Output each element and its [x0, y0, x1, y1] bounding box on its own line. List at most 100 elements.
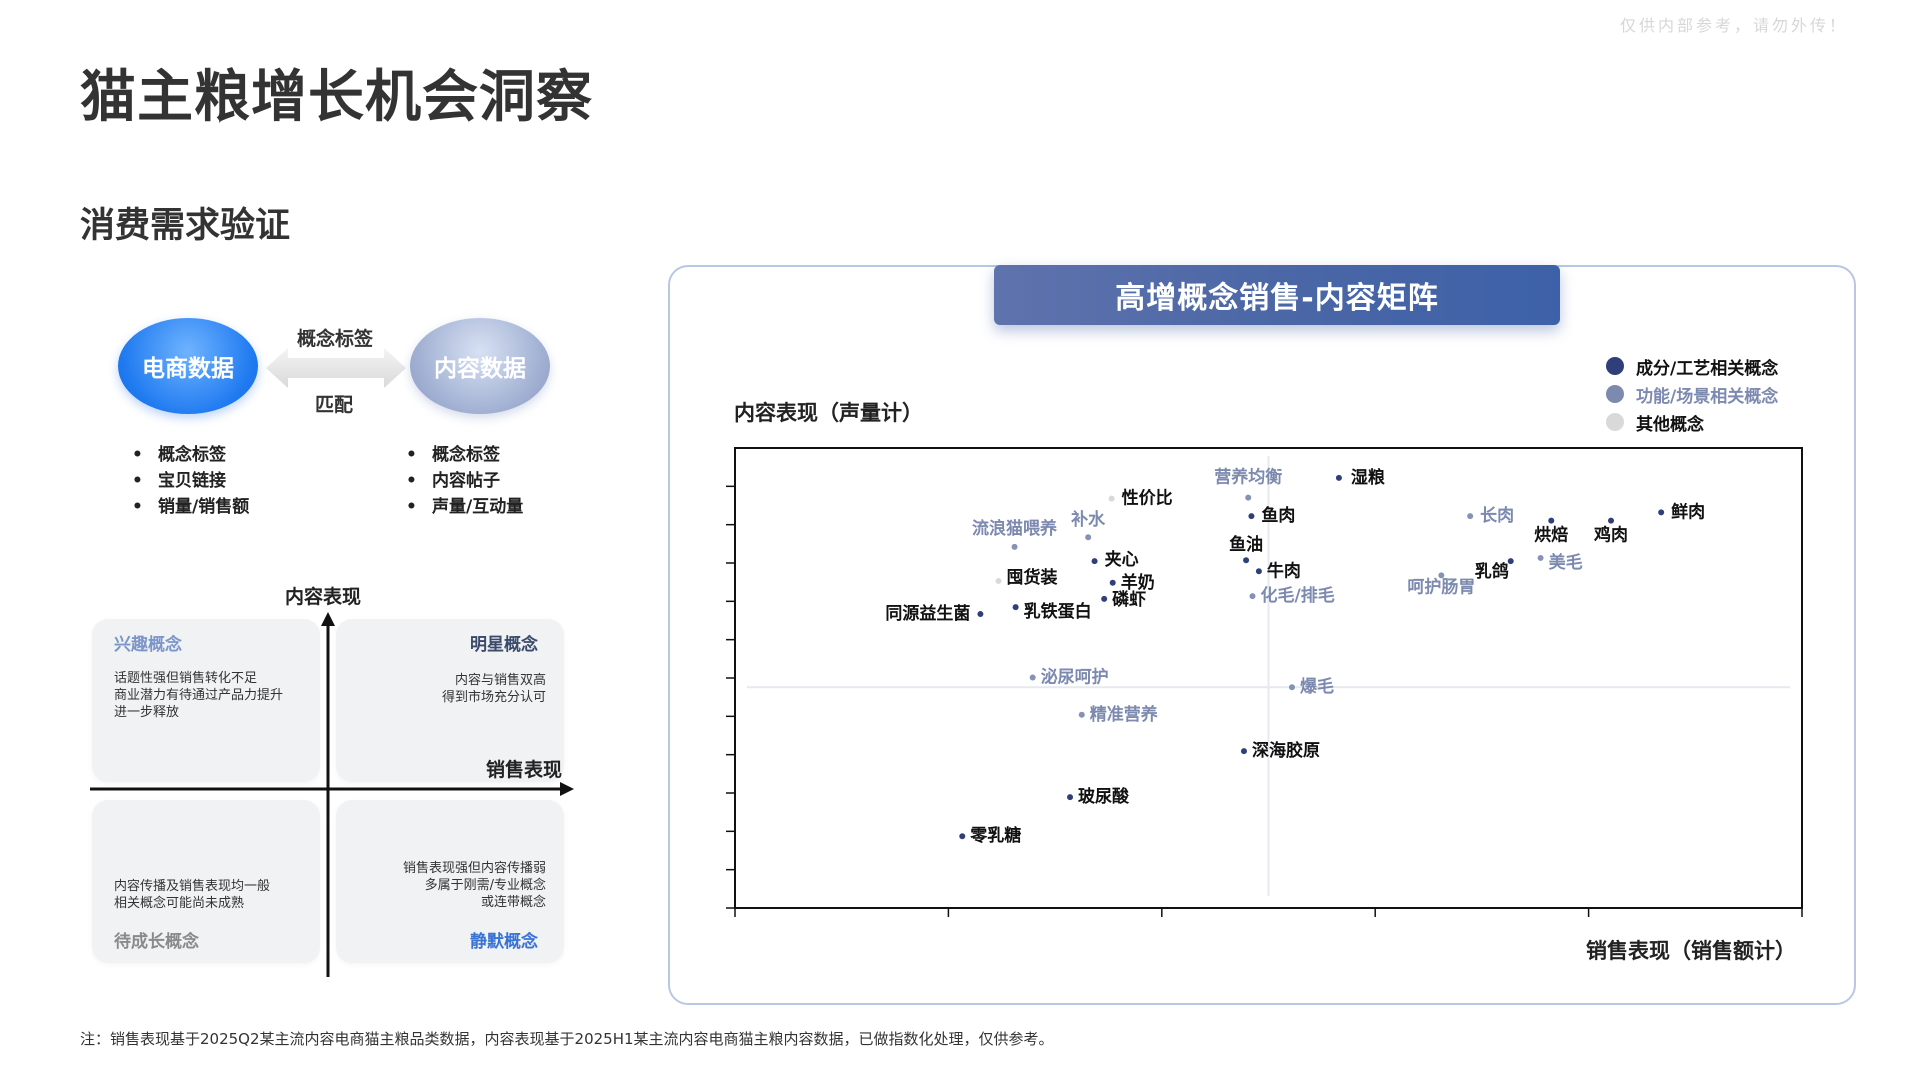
data-point	[1245, 494, 1252, 501]
legend-item-function: 功能/场景相关概念	[1606, 380, 1778, 408]
data-point	[1067, 794, 1074, 801]
chart-legend: 成分/工艺相关概念 功能/场景相关概念 其他概念	[1606, 352, 1778, 436]
quadrant-silent	[336, 800, 564, 963]
content-data-bubble: 内容数据	[410, 318, 550, 414]
list-item: 概念标签	[128, 442, 249, 468]
data-label: 夹心	[1105, 549, 1139, 570]
silent-concept-desc: 销售表现强但内容传播弱 多属于刚需/专业概念 或连带概念	[402, 861, 546, 910]
data-label: 深海胶原	[1252, 740, 1320, 761]
data-label: 鸡肉	[1593, 525, 1628, 546]
list-item: 销量/销售额	[128, 494, 249, 520]
quadrant-y-label: 内容表现	[285, 586, 362, 608]
data-point	[1085, 534, 1092, 541]
data-point	[1658, 509, 1665, 516]
star-concept-title: 明星概念	[470, 635, 538, 655]
data-label: 羊奶	[1121, 572, 1155, 593]
x-axis-title: 销售表现（销售额计）	[1586, 939, 1796, 963]
quadrant-growing	[92, 800, 320, 963]
data-point	[1335, 474, 1342, 481]
data-label: 美毛	[1549, 552, 1583, 573]
data-label: 鱼肉	[1261, 505, 1295, 526]
data-label: 营养均衡	[1214, 467, 1282, 488]
legend-label: 功能/场景相关概念	[1636, 386, 1779, 407]
interest-concept-desc: 话题性强但销售转化不足 商业潜力有待通过产品力提升 进一步释放	[114, 671, 284, 720]
data-label: 乳铁蛋白	[1024, 601, 1092, 622]
matrix-banner: 高增概念销售-内容矩阵	[994, 265, 1560, 325]
arrow-top-label: 概念标签	[297, 328, 374, 350]
data-label: 泌尿呵护	[1041, 667, 1109, 688]
data-point	[1101, 595, 1108, 602]
data-label: 补水	[1070, 509, 1106, 530]
data-point	[1243, 557, 1250, 564]
legend-item-other: 其他概念	[1606, 408, 1778, 436]
data-point	[977, 611, 984, 618]
watermark: 仅供内部参考，请勿外传！	[1619, 16, 1848, 35]
data-label: 鱼油	[1229, 534, 1263, 555]
data-label: 乳鸽	[1475, 561, 1509, 582]
legend-dot	[1606, 413, 1624, 431]
data-label: 爆毛	[1300, 676, 1334, 697]
data-point	[1012, 604, 1019, 611]
data-point	[1438, 572, 1445, 579]
legend-item-ingredient: 成分/工艺相关概念	[1606, 352, 1778, 380]
data-point	[1255, 568, 1262, 575]
data-point	[1288, 684, 1295, 691]
data-point	[1537, 554, 1544, 561]
growing-concept-desc: 内容传播及销售表现均一般 相关概念可能尚未成熟	[114, 879, 271, 911]
list-item: 声量/互动量	[402, 494, 523, 520]
data-label: 湿粮	[1351, 467, 1385, 488]
legend-label: 成分/工艺相关概念	[1636, 358, 1779, 379]
growing-concept-title: 待成长概念	[114, 932, 199, 952]
quadrant-x-label: 销售表现	[486, 759, 563, 781]
data-label: 流浪猫喂养	[972, 518, 1058, 539]
data-label: 呵护肠胃	[1407, 576, 1475, 597]
data-label: 玻尿酸	[1078, 786, 1130, 807]
data-label: 长肉	[1480, 505, 1514, 526]
data-point	[959, 833, 966, 840]
list-item: 宝贝链接	[128, 468, 249, 494]
data-label: 牛肉	[1267, 560, 1301, 581]
data-label: 性价比	[1122, 488, 1173, 509]
legend-dot	[1606, 357, 1624, 375]
arrow-bottom-label: 匹配	[315, 394, 354, 416]
data-label: 精准营养	[1090, 704, 1159, 725]
content-items-list: 概念标签 内容帖子 声量/互动量	[402, 442, 523, 520]
silent-concept-title: 静默概念	[470, 932, 538, 952]
data-label: 零乳糖	[969, 825, 1021, 846]
list-item: 概念标签	[402, 442, 523, 468]
footnote: 注：销售表现基于2025Q2某主流内容电商猫主粮品类数据，内容表现基于2025H…	[80, 1030, 1054, 1048]
data-label: 鲜肉	[1671, 501, 1705, 522]
data-point	[1078, 711, 1085, 718]
data-point	[1608, 517, 1615, 524]
data-point	[1108, 495, 1115, 502]
data-label: 化毛/排毛	[1260, 585, 1334, 606]
section-title: 消费需求验证	[80, 206, 291, 246]
data-point	[1109, 579, 1116, 586]
data-point	[1507, 558, 1514, 565]
data-point	[1249, 593, 1256, 600]
quadrant-interest	[92, 619, 320, 782]
data-point	[995, 577, 1002, 584]
ecommerce-items-list: 概念标签 宝贝链接 销量/销售额	[128, 442, 249, 520]
legend-label: 其他概念	[1636, 414, 1704, 435]
y-axis-title: 内容表现（声量计）	[734, 401, 923, 425]
data-point	[1548, 517, 1555, 524]
data-label: 同源益生菌	[885, 603, 970, 624]
data-label: 烘焙	[1534, 525, 1568, 546]
quadrant-star	[336, 619, 564, 782]
page-title: 猫主粮增长机会洞察	[80, 65, 593, 130]
interest-concept-title: 兴趣概念	[114, 635, 182, 655]
data-label: 囤货装	[1007, 567, 1058, 588]
data-label: 磷虾	[1112, 589, 1146, 610]
data-point	[1240, 748, 1247, 755]
data-point	[1011, 543, 1018, 550]
double-arrow-icon	[266, 348, 406, 388]
data-point	[1248, 513, 1255, 520]
list-item: 内容帖子	[402, 468, 523, 494]
data-point	[1091, 558, 1098, 565]
legend-dot	[1606, 385, 1624, 403]
data-point	[1467, 513, 1474, 520]
ecommerce-data-bubble: 电商数据	[118, 318, 258, 414]
star-concept-desc: 内容与销售双高 得到市场充分认可	[441, 673, 546, 705]
